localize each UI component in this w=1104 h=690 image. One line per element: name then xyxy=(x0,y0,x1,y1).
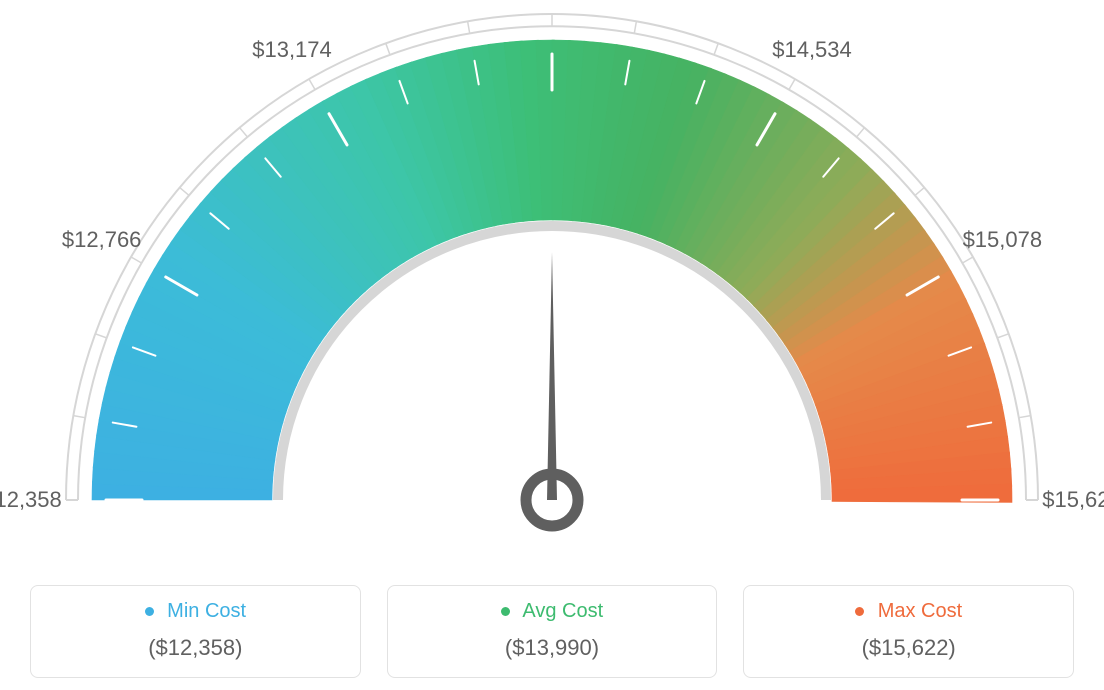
max-cost-value: ($15,622) xyxy=(754,635,1063,661)
gauge-tick-label: $12,766 xyxy=(62,227,142,253)
min-cost-title: Min Cost xyxy=(41,600,350,623)
gauge-area: $12,358$12,766$13,174$13,990$14,534$15,0… xyxy=(0,0,1104,560)
cost-gauge-widget: $12,358$12,766$13,174$13,990$14,534$15,0… xyxy=(0,0,1104,690)
min-cost-card: Min Cost ($12,358) xyxy=(30,585,361,678)
max-cost-title-text: Max Cost xyxy=(878,600,962,622)
dot-icon xyxy=(145,607,154,616)
summary-cards: Min Cost ($12,358) Avg Cost ($13,990) Ma… xyxy=(30,585,1074,678)
gauge-tick-label: $15,078 xyxy=(963,227,1043,253)
avg-cost-value: ($13,990) xyxy=(398,635,707,661)
gauge-svg xyxy=(0,0,1104,560)
gauge-tick-label: $14,534 xyxy=(772,37,852,63)
max-cost-card: Max Cost ($15,622) xyxy=(743,585,1074,678)
dot-icon xyxy=(855,607,864,616)
min-cost-value: ($12,358) xyxy=(41,635,350,661)
dot-icon xyxy=(501,607,510,616)
gauge-tick-label: $13,174 xyxy=(252,37,332,63)
avg-cost-title: Avg Cost xyxy=(398,600,707,623)
avg-cost-title-text: Avg Cost xyxy=(522,600,603,622)
max-cost-title: Max Cost xyxy=(754,600,1063,623)
gauge-tick-label: $12,358 xyxy=(0,487,62,513)
gauge-tick-label: $15,622 xyxy=(1042,487,1104,513)
min-cost-title-text: Min Cost xyxy=(167,600,246,622)
avg-cost-card: Avg Cost ($13,990) xyxy=(387,585,718,678)
